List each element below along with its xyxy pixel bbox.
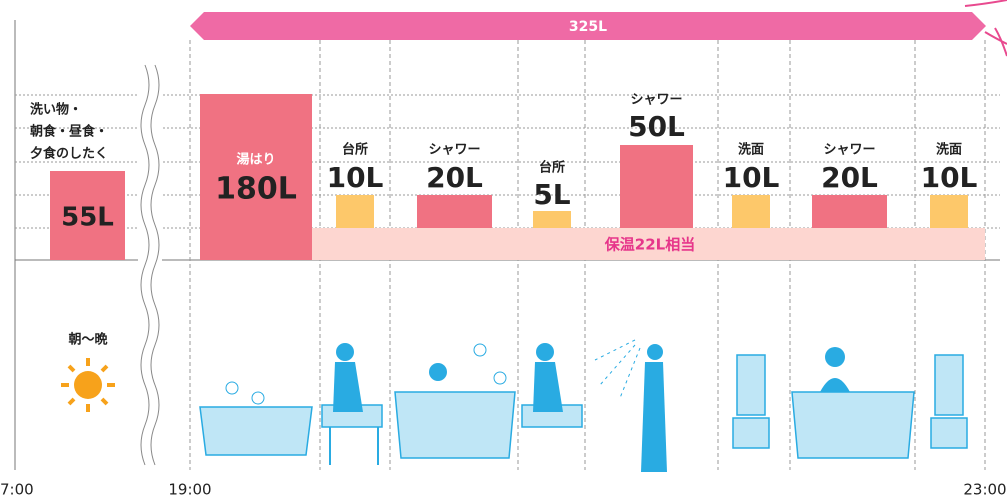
caption: 夕食のしたく [30, 146, 108, 162]
amount: 5L [533, 178, 570, 211]
amount: 50L [628, 110, 685, 143]
caption: 朝食・昼食・ [30, 124, 108, 140]
amount: 55L [61, 203, 114, 233]
period-label: 朝〜晩 [68, 332, 107, 348]
caption: 台所 [342, 142, 368, 158]
icons [200, 340, 967, 472]
infographic: 325L 保温22L相当 洗い物・朝食・昼食・夕食のしたく 55L 湯はり 180L 台… [0, 0, 1007, 499]
bar [417, 195, 492, 228]
bar [336, 195, 374, 228]
bar [533, 211, 571, 228]
caption: 洗面 [936, 142, 962, 158]
time-label: 19:00 [168, 481, 211, 499]
time-label: 23:00 [963, 481, 1006, 499]
amount: 180L [215, 172, 297, 207]
caption: シャワー [630, 93, 682, 108]
caption: シャワー [823, 143, 875, 158]
total-label: 325L [569, 19, 607, 35]
amount: 10L [921, 161, 978, 194]
amount: 20L [821, 161, 878, 194]
caption: 洗い物・ [30, 102, 82, 118]
caption: 洗面 [738, 142, 764, 158]
caption: 台所 [539, 160, 565, 176]
amount: 20L [426, 161, 483, 194]
caption: シャワー [428, 143, 480, 158]
bar [732, 195, 770, 228]
bar [620, 145, 693, 228]
sun-icon [61, 358, 115, 412]
bar [812, 195, 887, 228]
amount: 10L [327, 161, 384, 194]
bar [930, 195, 968, 228]
keep-warm-label: 保温22L相当 [604, 236, 695, 254]
caption: 湯はり [236, 152, 275, 168]
amount: 10L [723, 161, 780, 194]
time-label: 7:00 [0, 481, 34, 499]
